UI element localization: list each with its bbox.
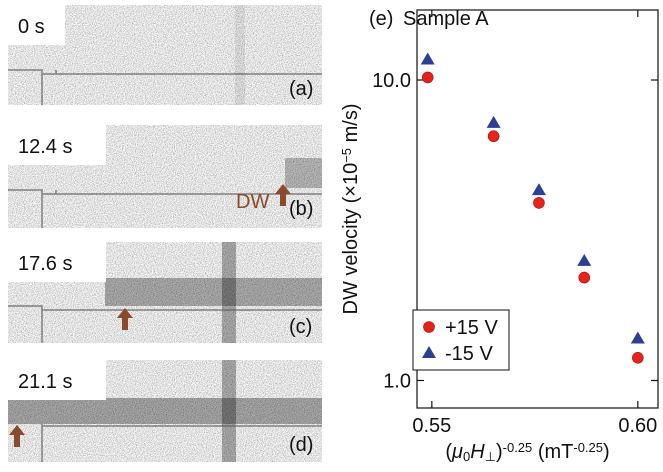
label-part: -0.25: [503, 440, 533, 455]
triangle-marker: [422, 346, 436, 358]
chart-title: Sample A: [403, 8, 489, 30]
circle-marker: [632, 351, 644, 364]
label-part: (mT: [532, 441, 573, 463]
panel-label: (e): [369, 8, 393, 30]
panel-label: (b): [289, 198, 313, 220]
circle-marker: [423, 321, 435, 333]
panel-label: (c): [289, 316, 312, 338]
x-tick-label: 0.55: [412, 415, 451, 437]
triangle-marker: [531, 183, 546, 196]
time-label: 12.4 s: [18, 136, 72, 158]
image-panel: [8, 360, 322, 462]
y-axis-label: DW velocity (×10−5 m/s): [339, 104, 362, 315]
triangle-marker: [420, 52, 435, 65]
time-label: 17.6 s: [18, 253, 72, 275]
triangle-marker: [486, 115, 501, 128]
label-part: 0: [463, 449, 470, 464]
plot-frame: [416, 9, 659, 409]
arrows: [9, 184, 291, 447]
image-panel: [8, 242, 322, 343]
y-tick-label: 1.0: [383, 371, 411, 393]
legend-label: +15 V: [445, 317, 498, 339]
panel-label: (d): [289, 434, 313, 456]
label-part: (: [445, 441, 452, 463]
label-part: m/s): [340, 104, 362, 148]
label-part: H: [470, 441, 485, 463]
image-panel: [8, 125, 322, 228]
triangle-marker: [630, 331, 645, 344]
circle-marker: [578, 271, 591, 284]
circle-marker: [421, 71, 434, 84]
y-tick-label: 10.0: [372, 70, 411, 92]
label-part: μ: [451, 441, 463, 463]
time-label: 21.1 s: [18, 371, 72, 393]
label-part: -0.25: [573, 440, 603, 455]
annotation: DW: [236, 191, 269, 213]
label-part: ⊥: [485, 449, 496, 464]
circle-marker: [487, 130, 500, 143]
x-axis-label: (μ0H⊥)-0.25 (mT-0.25): [445, 440, 609, 464]
x-tick-label: 0.60: [618, 415, 657, 437]
label-part: −5: [339, 148, 354, 163]
label-part: ): [496, 441, 503, 463]
legend-label: -15 V: [445, 343, 493, 365]
triangle-marker: [577, 253, 592, 266]
image-panel: [8, 5, 322, 105]
label-part: DW velocity (×10: [340, 163, 362, 315]
time-label: 0 s: [18, 16, 45, 38]
label-part: ): [603, 441, 610, 463]
legend-box: [412, 309, 510, 371]
circle-marker: [533, 197, 545, 209]
panel-label: (a): [289, 78, 313, 100]
